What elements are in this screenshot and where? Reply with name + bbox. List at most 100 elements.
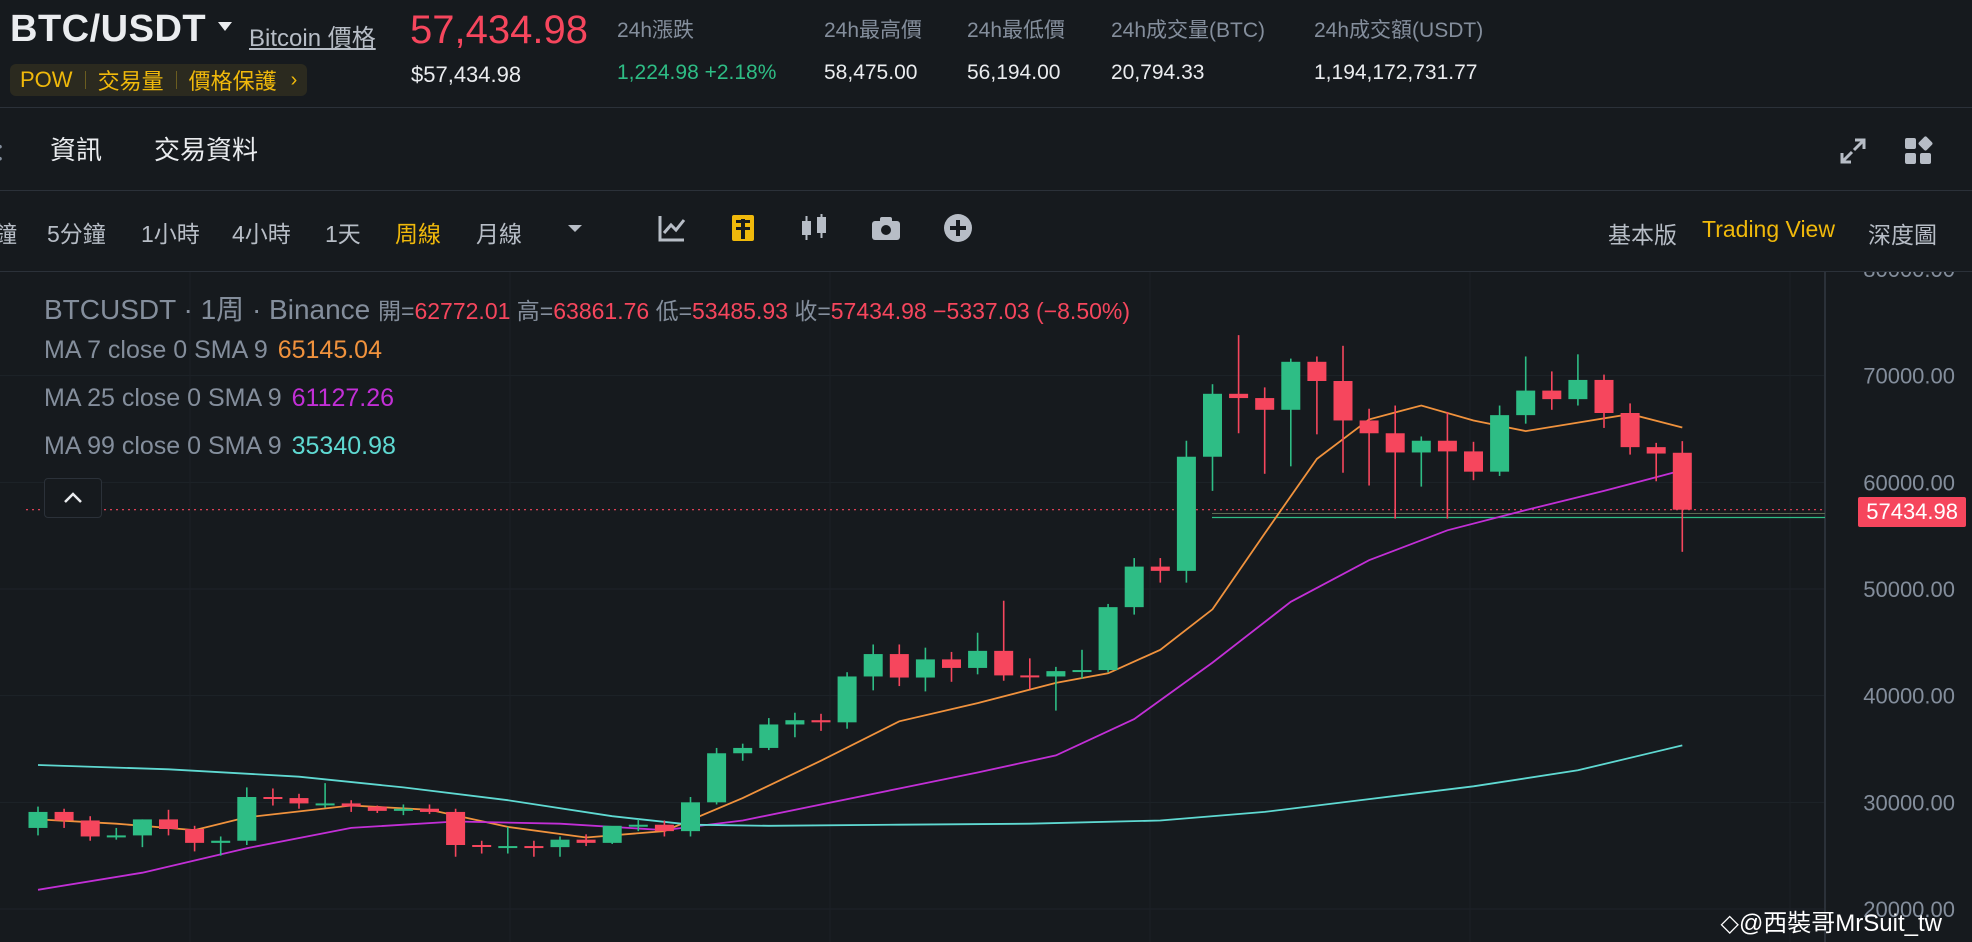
tab-truncated-edge[interactable]: ： [0, 132, 18, 167]
interval-1m[interactable]: 月線 [476, 221, 522, 247]
candlestick-chart[interactable]: 80000.00 70000.00 60000.00 50000.00 40000.00… [0, 272, 1972, 942]
candle-body [1620, 413, 1640, 448]
expand-icon[interactable] [1836, 134, 1870, 168]
tab-trading-data[interactable]: 交易資料 [154, 135, 259, 165]
low-value: 53485.93 [692, 298, 788, 324]
interval-minute-truncated[interactable]: 鐘 [0, 221, 17, 247]
candle-body [1542, 390, 1562, 400]
stat-label: 24h漲跌 [617, 19, 695, 42]
ma-line-99 [37, 744, 1683, 827]
candle-body [1516, 390, 1536, 416]
view-tradingview[interactable]: Trading View [1702, 216, 1835, 242]
change-value: −5337.03 (−8.50%) [933, 298, 1131, 324]
candle-body [132, 819, 152, 836]
ma-line-7 [37, 404, 1683, 839]
candle-body [1672, 452, 1692, 510]
ma7-legend[interactable]: MA 7 close 0 SMA 9 65145.04 [44, 336, 382, 365]
tab-info[interactable]: 資訊 [50, 135, 103, 165]
ticker-header: BTC/USDT Bitcoin 價格 POW 交易量 價格保護 › 57,43… [0, 0, 1972, 108]
chart-area[interactable]: 80000.00 70000.00 60000.00 50000.00 40000.00… [0, 272, 1972, 942]
close-value: 57434.98 [830, 298, 927, 324]
open-value: 62772.01 [414, 298, 511, 324]
layout-grid-icon[interactable] [1901, 134, 1935, 168]
tag-price-protection[interactable]: 價格保護 [188, 69, 277, 94]
ma-label: MA 7 close 0 SMA 9 [44, 336, 268, 364]
interval-1w[interactable]: 周線 [395, 221, 441, 247]
tag-volume[interactable]: 交易量 [97, 69, 164, 94]
camera-icon[interactable] [869, 211, 903, 245]
chart-title: BTCUSDT · 1周 · Binance [44, 294, 371, 325]
candle-body [889, 654, 909, 678]
candle-body [1255, 398, 1275, 410]
candle-body [1307, 361, 1327, 381]
collapse-legend-chevron-up-icon[interactable] [44, 478, 102, 518]
candle-body [759, 724, 779, 748]
y-tick-label: 80000.00 [1863, 272, 1955, 282]
candle-body [1385, 433, 1405, 453]
interval-1h[interactable]: 1小時 [141, 221, 200, 247]
high-value: 63861.76 [553, 298, 650, 324]
open-label: 開= [378, 298, 415, 324]
stat-24h-low: 24h最低價 56,194.00 [967, 14, 1065, 85]
stat-value: 1,194,172,731.77 [1314, 61, 1478, 84]
interval-5m[interactable]: 5分鐘 [47, 221, 106, 247]
symbol-dropdown-caret-icon[interactable] [218, 22, 232, 31]
chevron-right-icon[interactable]: › [290, 68, 298, 91]
candle-body [420, 808, 439, 812]
candle-body [1437, 440, 1457, 452]
candle-body [185, 829, 205, 843]
add-icon[interactable] [941, 211, 975, 245]
chevron-down-icon[interactable] [558, 211, 592, 245]
symbol-title[interactable]: BTC/USDT [10, 8, 207, 50]
y-tick-label: 20000.00 [1863, 897, 1955, 922]
ma-value: 35340.98 [291, 432, 396, 460]
candle-body [942, 659, 961, 668]
candle-style-icon[interactable] [797, 211, 831, 245]
candle-body [54, 811, 74, 821]
stat-value: 20,794.33 [1111, 61, 1205, 84]
tag-pow[interactable]: POW [20, 67, 73, 92]
candle-body [341, 803, 361, 807]
interval-4h[interactable]: 4小時 [232, 221, 291, 247]
candle-body [968, 650, 988, 668]
ohlc-readout: 開=62772.01 高=63861.76 低=53485.93 收=57434… [378, 298, 1130, 324]
last-price: 57,434.98 [410, 8, 588, 52]
candle-body [315, 803, 335, 806]
interval-1d[interactable]: 1天 [325, 221, 361, 247]
tag-divider [175, 71, 177, 89]
candle-body [524, 846, 544, 849]
high-label: 高= [516, 298, 554, 324]
candle-body [994, 650, 1014, 676]
candle-body [446, 811, 466, 845]
stat-24h-change: 24h漲跌 1,224.98 +2.18% [617, 14, 776, 85]
ma25-legend[interactable]: MA 25 close 0 SMA 9 61127.26 [44, 384, 394, 413]
indicator-icon[interactable] [655, 211, 689, 245]
candle-body [211, 840, 231, 843]
symbol-tags[interactable]: POW 交易量 價格保護 › [10, 64, 308, 96]
candle-body [1176, 456, 1196, 571]
view-depth-chart[interactable]: 深度圖 [1868, 222, 1937, 248]
candle-body [681, 802, 700, 832]
candle-body [628, 824, 648, 827]
bar-style-icon[interactable] [726, 211, 760, 245]
candle-body [576, 839, 596, 843]
candle-body [1020, 675, 1040, 678]
ma99-legend[interactable]: MA 99 close 0 SMA 9 35340.98 [44, 432, 396, 461]
candle-body [1464, 451, 1483, 472]
candle-body [472, 845, 492, 847]
stat-value: 56,194.00 [967, 61, 1061, 84]
candle-body [707, 753, 727, 803]
watermark: ◇@西裝哥MrSuit_tw [1720, 910, 1942, 937]
stat-label: 24h最高價 [824, 19, 923, 42]
close-label: 收= [794, 298, 831, 324]
candle-body [1046, 671, 1066, 677]
view-basic[interactable]: 基本版 [1608, 222, 1677, 248]
candle-body [1150, 566, 1170, 571]
ma-value: 65145.04 [277, 336, 382, 364]
current-price-tag: 57434.98 [1858, 497, 1966, 527]
candle-body [654, 824, 674, 832]
coin-info-link[interactable]: Bitcoin 價格 [249, 25, 376, 52]
ma-label: MA 99 close 0 SMA 9 [44, 432, 282, 460]
candle-body [550, 839, 570, 848]
candle-body [863, 654, 883, 677]
